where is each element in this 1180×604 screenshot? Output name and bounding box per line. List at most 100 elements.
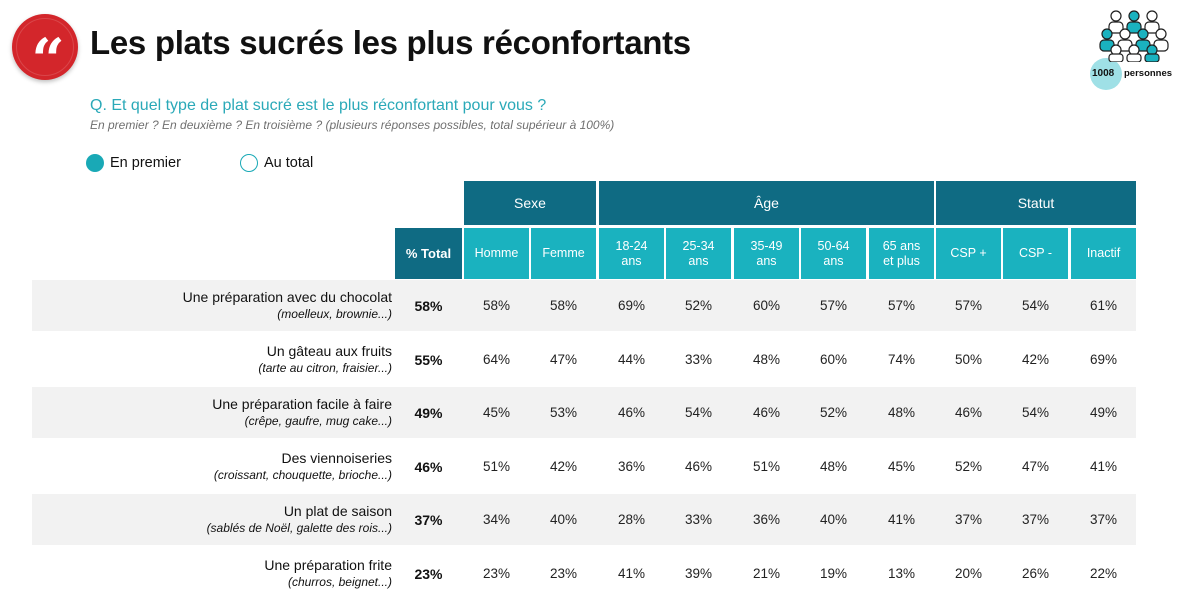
legend-item-first: En premier [86, 154, 181, 172]
table-cell: 19% [819, 566, 848, 581]
table-cell: 46% [954, 405, 983, 420]
table-cell: 28% [617, 512, 646, 527]
quote-icon: “ [12, 14, 78, 94]
table-cell: 41% [887, 512, 916, 527]
question-note: En premier ? En deuxième ? En troisième … [90, 118, 615, 132]
total-cell: 37% [414, 511, 443, 528]
table-cell: 39% [684, 566, 713, 581]
table-cell: 49% [1089, 405, 1118, 420]
table-cell: 57% [954, 298, 983, 313]
group-header: Statut [936, 181, 1136, 225]
row-label-main: Un gâteau aux fruits [266, 343, 392, 359]
table-cell: 61% [1089, 298, 1118, 313]
total-cell: 23% [414, 565, 443, 582]
total-cell: 46% [414, 458, 443, 475]
total-cell: 55% [414, 351, 443, 368]
table-cell: 36% [617, 459, 646, 474]
table-cell: 41% [617, 566, 646, 581]
table-cell: 20% [954, 566, 983, 581]
table-cell: 50% [954, 352, 983, 367]
table-cell: 44% [617, 352, 646, 367]
table-cell: 48% [887, 405, 916, 420]
table-cell: 42% [1021, 352, 1050, 367]
table-cell: 52% [954, 459, 983, 474]
table-cell: 34% [482, 512, 511, 527]
row-label: Un plat de saison (sablés de Noël, galett… [207, 503, 392, 535]
table-cell: 60% [819, 352, 848, 367]
column-header: Homme [464, 228, 529, 279]
table-cell: 74% [887, 352, 916, 367]
column-header: Femme [531, 228, 596, 279]
legend-item-total: Au total [240, 154, 313, 172]
table-cell: 47% [549, 352, 578, 367]
table-cell: 52% [819, 405, 848, 420]
panel-size-badge: 1008 personnes [1090, 8, 1176, 90]
column-header: CSP - [1003, 228, 1068, 279]
row-label-main: Une préparation facile à faire [212, 396, 392, 412]
row-label-main: Des viennoiseries [281, 450, 393, 466]
row-label-main: Une préparation frite [264, 557, 392, 573]
row-band [32, 494, 1136, 545]
total-column-header: % Total [395, 228, 462, 279]
quote-glyph: “ [31, 26, 64, 94]
row-label-detail: (churros, beignet...) [287, 575, 392, 589]
table-cell: 69% [1089, 352, 1118, 367]
column-header: Inactif [1071, 228, 1136, 279]
table-cell: 58% [482, 298, 511, 313]
table-cell: 69% [617, 298, 646, 313]
row-label-main: Une préparation avec du chocolat [182, 289, 392, 305]
panel-count: 1008 [1092, 68, 1115, 79]
filled-dot-icon [86, 154, 104, 172]
row-label-detail: (croissant, chouquette, brioche...) [213, 468, 392, 482]
table-cell: 21% [752, 566, 781, 581]
table-cell: 37% [954, 512, 983, 527]
row-label: Une préparation frite (churros, beignet..… [264, 557, 392, 589]
table-cell: 48% [752, 352, 781, 367]
table-cell: 58% [549, 298, 578, 313]
table-cell: 40% [549, 512, 578, 527]
row-label: Une préparation facile à faire (crêpe, ga… [212, 396, 392, 428]
column-header: CSP + [936, 228, 1001, 279]
table-cell: 36% [752, 512, 781, 527]
column-header: 25-34 ans [666, 228, 731, 279]
page-title: Les plats sucrés les plus réconfortants [90, 24, 691, 61]
question-text: Q. Et quel type de plat sucré est le plu… [90, 97, 547, 114]
table-cell: 46% [617, 405, 646, 420]
legend-label-first: En premier [110, 155, 181, 171]
table-cell: 64% [482, 352, 511, 367]
table-cell: 51% [482, 459, 511, 474]
row-label: Une préparation avec du chocolat (moelleu… [183, 289, 392, 321]
row-label-main: Un plat de saison [283, 503, 392, 519]
table-cell: 45% [887, 459, 916, 474]
column-header: 65 ans et plus [869, 228, 934, 279]
table-cell: 41% [1089, 459, 1118, 474]
table-cell: 51% [752, 459, 781, 474]
group-header: Sexe [464, 181, 596, 225]
table-cell: 33% [684, 352, 713, 367]
total-cell: 58% [414, 297, 443, 314]
table-cell: 46% [684, 459, 713, 474]
table-cell: 22% [1089, 566, 1118, 581]
table-cell: 23% [549, 566, 578, 581]
table-cell: 37% [1089, 512, 1118, 527]
row-label: Des viennoiseries (croissant, chouquette,… [214, 450, 392, 482]
row-label-detail: (tarte au citron, fraisier...) [258, 361, 392, 375]
table-cell: 42% [549, 459, 578, 474]
row-label-detail: (sablés de Noël, galette des rois...) [206, 521, 392, 535]
hollow-dot-icon [240, 154, 258, 172]
people-group-icon [1099, 10, 1169, 62]
group-header: Âge [599, 181, 934, 225]
column-header: 35-49 ans [734, 228, 799, 279]
table-cell: 57% [819, 298, 848, 313]
table-cell: 37% [1021, 512, 1050, 527]
table-cell: 46% [752, 405, 781, 420]
row-label-detail: (moelleux, brownie...) [277, 307, 392, 321]
table-cell: 54% [1021, 405, 1050, 420]
row-band [32, 280, 1136, 331]
table-cell: 45% [482, 405, 511, 420]
table-cell: 13% [887, 566, 916, 581]
table-cell: 33% [684, 512, 713, 527]
row-band [32, 387, 1136, 438]
total-cell: 49% [414, 404, 443, 421]
table-cell: 26% [1021, 566, 1050, 581]
